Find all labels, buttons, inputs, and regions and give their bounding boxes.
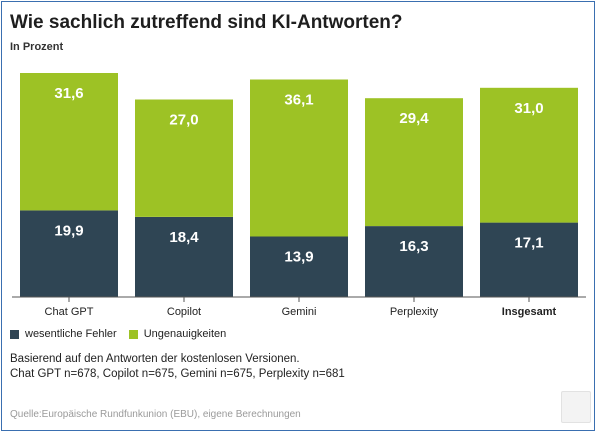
- legend-item-errors: wesentliche Fehler: [10, 328, 117, 340]
- note-line-1: Basierend auf den Antworten der kostenlo…: [10, 353, 300, 365]
- note-line-2: Chat GPT n=678, Copilot n=675, Gemini n=…: [10, 368, 345, 380]
- bar-errors-0: [20, 210, 118, 297]
- bar-inaccuracies-4: [480, 87, 578, 223]
- chart-title: Wie sachlich zutreffend sind KI-Antworte…: [10, 12, 403, 33]
- legend: wesentliche Fehler Ungenauigkeiten: [10, 328, 238, 340]
- bar-errors-1: [135, 217, 233, 297]
- data-label-errors-4: 17,1: [514, 235, 543, 252]
- chart-note: Basierend auf den Antworten der kostenlo…: [10, 352, 345, 382]
- x-tick-label-2: Gemini: [282, 306, 317, 318]
- legend-item-inaccuracies: Ungenauigkeiten: [128, 328, 227, 340]
- data-label-inaccuracies-1: 27,0: [169, 112, 198, 129]
- data-label-inaccuracies-3: 29,4: [399, 110, 429, 127]
- legend-swatch-inaccuracies: [128, 329, 138, 339]
- bar-errors-4: [480, 222, 578, 297]
- data-label-errors-1: 18,4: [169, 229, 199, 246]
- bar-inaccuracies-1: [135, 99, 233, 217]
- data-label-errors-2: 13,9: [284, 249, 313, 266]
- data-label-inaccuracies-2: 36,1: [284, 92, 313, 109]
- data-label-inaccuracies-4: 31,0: [514, 100, 543, 117]
- x-tick-label-4: Insgesamt: [502, 306, 557, 318]
- data-label-errors-3: 16,3: [399, 238, 428, 255]
- legend-swatch-errors: [10, 329, 19, 339]
- data-label-inaccuracies-0: 31,6: [54, 85, 83, 102]
- chart-subtitle: In Prozent: [10, 41, 64, 53]
- bar-errors-2: [250, 236, 348, 297]
- x-tick-label-3: Perplexity: [390, 306, 439, 318]
- source-text: Quelle:Europäische Rundfunkunion (EBU), …: [10, 409, 301, 420]
- legend-label-inaccuracies: Ungenauigkeiten: [143, 328, 227, 340]
- x-tick-label-0: Chat GPT: [45, 306, 94, 318]
- legend-label-errors: wesentliche Fehler: [25, 328, 117, 340]
- bar-inaccuracies-2: [250, 79, 348, 237]
- bar-errors-3: [365, 226, 463, 297]
- bar-inaccuracies-0: [20, 73, 118, 211]
- x-tick-label-1: Copilot: [167, 306, 201, 318]
- corner-widget[interactable]: [561, 391, 591, 423]
- bar-inaccuracies-3: [365, 98, 463, 227]
- data-label-errors-0: 19,9: [54, 222, 83, 239]
